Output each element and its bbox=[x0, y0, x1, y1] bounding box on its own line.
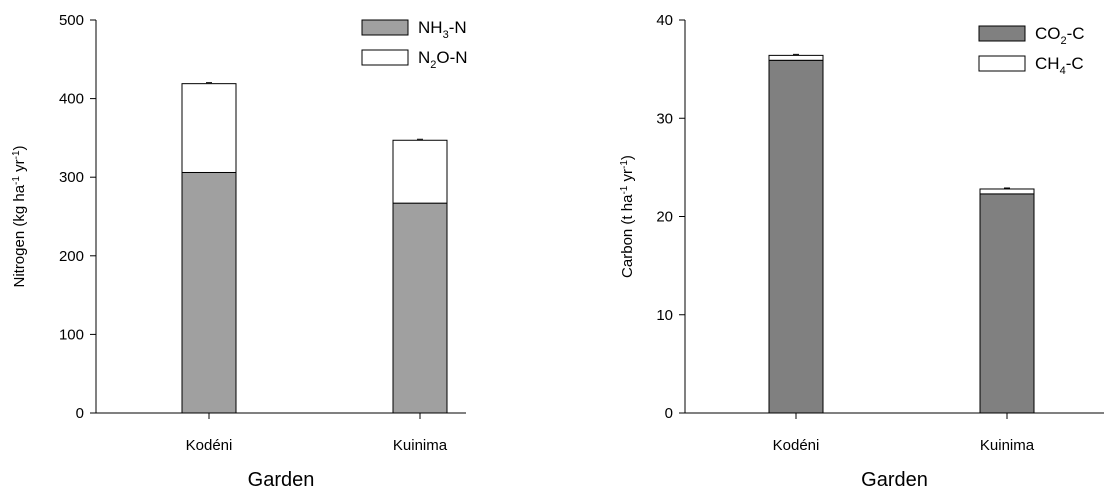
nitrogen-legend-swatch-nh3-n bbox=[361, 19, 409, 36]
nitrogen-y-axis-title: Nitrogen (kg ha-1 yr-1) bbox=[11, 145, 29, 287]
nitrogen-y-tick-label: 100 bbox=[59, 326, 84, 343]
nitrogen-x-axis-title: Garden bbox=[248, 469, 315, 491]
nitrogen-legend-label-n2o-n: N2O-N bbox=[418, 48, 468, 71]
carbon-bar-co2-c-1 bbox=[979, 193, 1035, 414]
nitrogen-bar-nh3-n-1 bbox=[392, 202, 448, 414]
carbon-x-axis-title: Garden bbox=[861, 469, 928, 491]
carbon-bar-ch4-c-0 bbox=[768, 54, 824, 61]
carbon-y-tick-label: 0 bbox=[665, 405, 673, 422]
carbon-category-label: Kuinima bbox=[980, 437, 1035, 454]
carbon-y-tick-label: 30 bbox=[656, 110, 673, 127]
nitrogen-chart-panel: 0 100 200 300 400 500 Kodéni Kuinima Nitrogen (k… bbox=[11, 12, 468, 491]
nitrogen-y-tick-label: 500 bbox=[59, 12, 84, 29]
nitrogen-category-label: Kuinima bbox=[393, 437, 448, 454]
nitrogen-legend-swatch-n2o-n bbox=[361, 49, 409, 66]
carbon-bar-co2-c-0 bbox=[768, 59, 824, 414]
carbon-legend-swatch-ch4-c bbox=[978, 55, 1026, 72]
carbon-y-axis-title: Carbon (t ha-1 yr-1) bbox=[619, 155, 637, 278]
nitrogen-y-tick-label: 300 bbox=[59, 169, 84, 186]
carbon-y-tick-label: 40 bbox=[656, 12, 673, 29]
nitrogen-bar-n2o-n-1 bbox=[392, 139, 448, 204]
nitrogen-category-label: Kodéni bbox=[186, 437, 233, 454]
nitrogen-bar-n2o-n-0 bbox=[181, 83, 237, 173]
carbon-chart-panel: 0 10 20 30 40 Kodéni Kuinima Carbon (t ha-1 yr-… bbox=[619, 12, 1104, 491]
nitrogen-y-tick-label: 200 bbox=[59, 248, 84, 265]
carbon-y-tick-label: 20 bbox=[656, 209, 673, 226]
carbon-legend-label-co2-c: CO2-C bbox=[1035, 24, 1085, 47]
carbon-y-tick-label: 10 bbox=[656, 307, 673, 324]
carbon-category-label: Kodéni bbox=[773, 437, 820, 454]
nitrogen-y-tick-label: 0 bbox=[76, 405, 84, 422]
nitrogen-legend-label-nh3-n: NH3-N bbox=[418, 18, 467, 41]
carbon-legend-swatch-co2-c bbox=[978, 25, 1026, 42]
carbon-bar-ch4-c-1 bbox=[979, 188, 1035, 195]
nitrogen-bar-nh3-n-0 bbox=[181, 171, 237, 414]
carbon-legend-label-ch4-c: CH4-C bbox=[1035, 54, 1084, 77]
nitrogen-y-tick-label: 400 bbox=[59, 91, 84, 108]
